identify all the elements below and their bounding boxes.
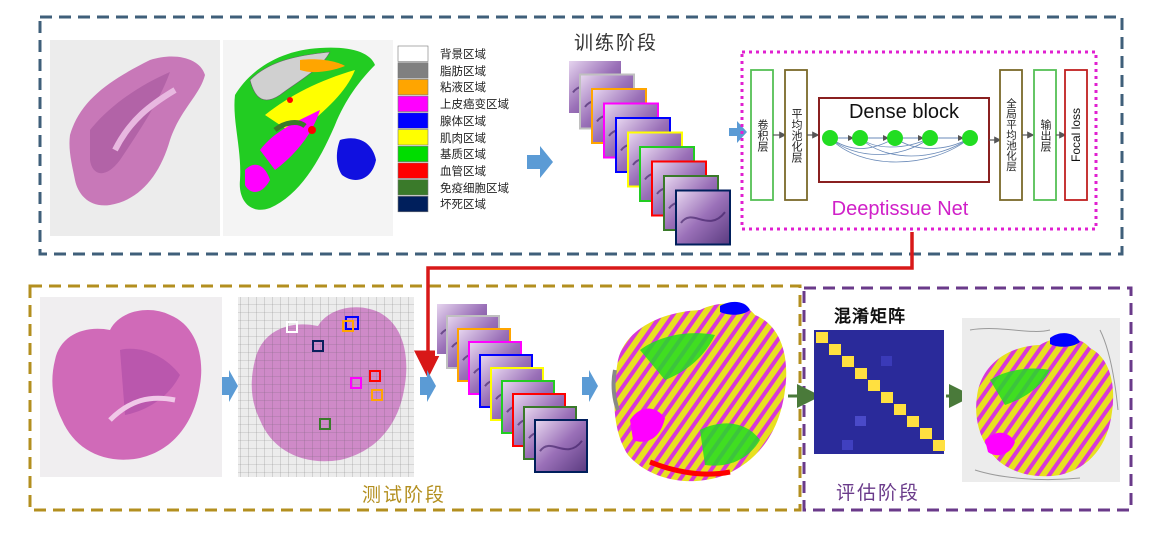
matrix-diagonal-cell xyxy=(868,380,880,391)
dense-block-label: Dense block xyxy=(848,101,960,123)
matrix-diagonal-cell xyxy=(920,428,932,439)
legend-swatch xyxy=(397,62,429,79)
output-layer-label: 输出层 xyxy=(1039,118,1052,152)
matrix-diagonal-cell xyxy=(842,356,854,367)
legend-swatch xyxy=(397,79,429,96)
gap-layer-label: 全局平均池化层 xyxy=(1005,98,1017,172)
testing-title: 测试阶段 xyxy=(362,484,447,506)
dense-block-nodes xyxy=(822,130,978,163)
confusion-matrix-label: 混淆矩阵 xyxy=(834,307,906,327)
legend-swatch xyxy=(397,95,429,112)
flow-arrow xyxy=(414,232,914,379)
legend-item: 坏死区域 xyxy=(440,197,486,212)
evaluation-overlay-image xyxy=(962,318,1120,482)
tissue-patch xyxy=(534,419,588,473)
legend-item: 腺体区域 xyxy=(440,113,486,128)
legend-item: 上皮癌变区域 xyxy=(440,97,509,112)
step-arrow xyxy=(527,146,553,178)
legend-swatch xyxy=(397,162,429,179)
testing-patch-stack xyxy=(435,302,588,473)
network-name: Deeptissue Net xyxy=(831,198,969,220)
training-panel xyxy=(38,15,1124,256)
prediction-map-image xyxy=(611,301,787,482)
step-arrow xyxy=(420,370,436,402)
conv-layer-label: 卷积层 xyxy=(756,118,769,152)
legend-swatch xyxy=(397,179,429,196)
legend-item: 脂肪区域 xyxy=(440,63,486,78)
confusion-matrix xyxy=(814,330,945,454)
legend-swatch xyxy=(397,112,429,129)
matrix-diagonal-cell xyxy=(907,416,919,427)
matrix-diagonal-cell xyxy=(881,392,893,403)
legend-item: 血管区域 xyxy=(440,163,486,178)
matrix-diagonal-cell xyxy=(829,344,841,355)
testing-grid-image xyxy=(238,297,414,477)
training-slide-image xyxy=(50,40,220,236)
evaluation-title: 评估阶段 xyxy=(836,482,921,504)
legend-swatch xyxy=(397,196,429,213)
step-arrow xyxy=(222,370,238,402)
loss-box xyxy=(1064,69,1088,201)
matrix-diagonal-cell xyxy=(855,368,867,379)
legend-swatch xyxy=(397,45,429,62)
legend-list: 背景区域 脂肪区域 粘液区域 上皮癌变区域 腺体区域 肌肉区域 基质区域 血管区… xyxy=(440,46,550,213)
legend-swatches xyxy=(397,45,429,213)
legend-item: 背景区域 xyxy=(440,47,486,61)
legend-item: 免疫细胞区域 xyxy=(440,180,509,195)
testing-slide-image xyxy=(40,297,222,477)
training-annotated-image xyxy=(223,40,393,236)
pool-layer-label: 平均池化层 xyxy=(790,107,803,163)
legend-item: 粘液区域 xyxy=(440,80,486,95)
matrix-diagonal-cell xyxy=(816,332,828,343)
matrix-diagonal-cell xyxy=(894,404,906,415)
legend-item: 基质区域 xyxy=(440,147,486,162)
training-patch-stack xyxy=(567,59,731,246)
step-arrow xyxy=(729,121,747,143)
step-arrow xyxy=(582,370,598,402)
tissue-patch xyxy=(675,189,731,246)
matrix-diagonal-cell xyxy=(933,440,945,451)
evaluation-panel xyxy=(802,286,1133,512)
loss-label: Focal loss xyxy=(1069,107,1083,163)
legend-swatch xyxy=(397,129,429,146)
training-title: 训练阶段 xyxy=(574,32,659,54)
legend-item: 肌肉区域 xyxy=(440,130,486,145)
legend-swatch xyxy=(397,145,429,162)
network-frame xyxy=(740,50,1098,231)
